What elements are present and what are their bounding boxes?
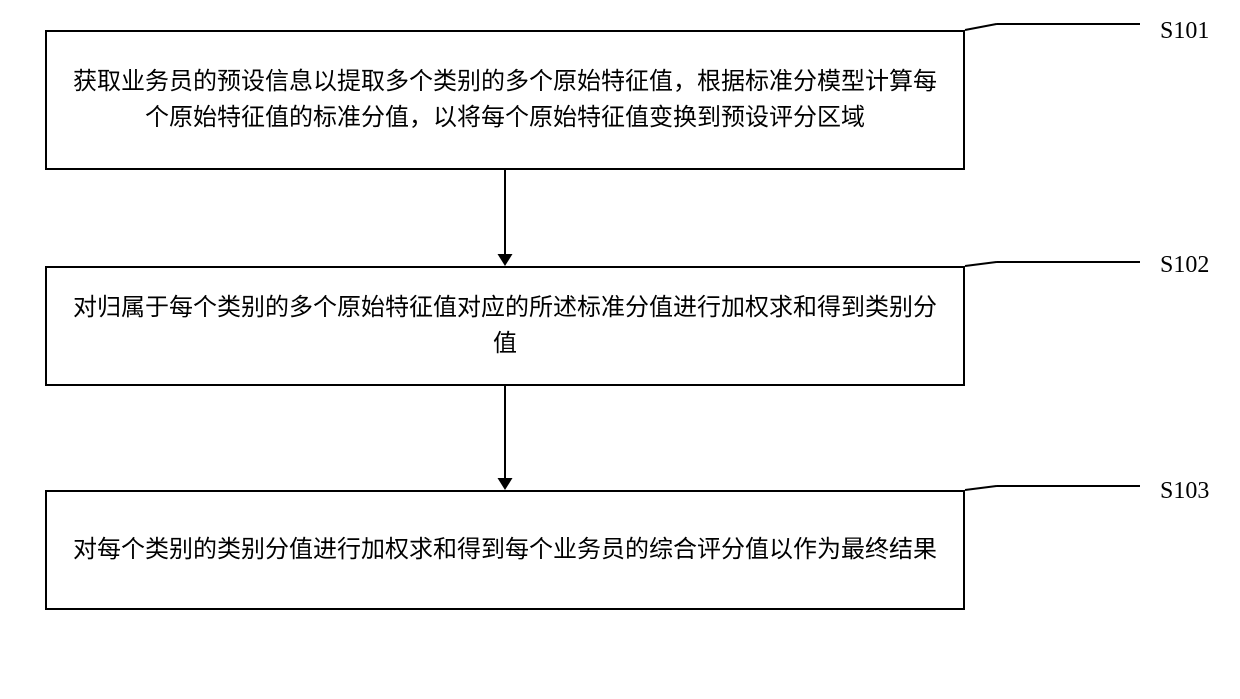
flow-step-text: 获取业务员的预设信息以提取多个类别的多个原始特征值，根据标准分模型计算每个原始特…: [71, 64, 939, 136]
step-label-s101: S101: [1160, 18, 1209, 45]
flow-step-s101: 获取业务员的预设信息以提取多个类别的多个原始特征值，根据标准分模型计算每个原始特…: [45, 30, 965, 170]
flow-step-s102: 对归属于每个类别的多个原始特征值对应的所述标准分值进行加权求和得到类别分值: [45, 266, 965, 386]
flow-step-s103: 对每个类别的类别分值进行加权求和得到每个业务员的综合评分值以作为最终结果: [45, 490, 965, 610]
step-label-s103: S103: [1160, 478, 1209, 505]
step-label-s102: S102: [1160, 252, 1209, 279]
flow-step-text: 对每个类别的类别分值进行加权求和得到每个业务员的综合评分值以作为最终结果: [73, 532, 937, 568]
flow-step-text: 对归属于每个类别的多个原始特征值对应的所述标准分值进行加权求和得到类别分值: [71, 290, 939, 362]
